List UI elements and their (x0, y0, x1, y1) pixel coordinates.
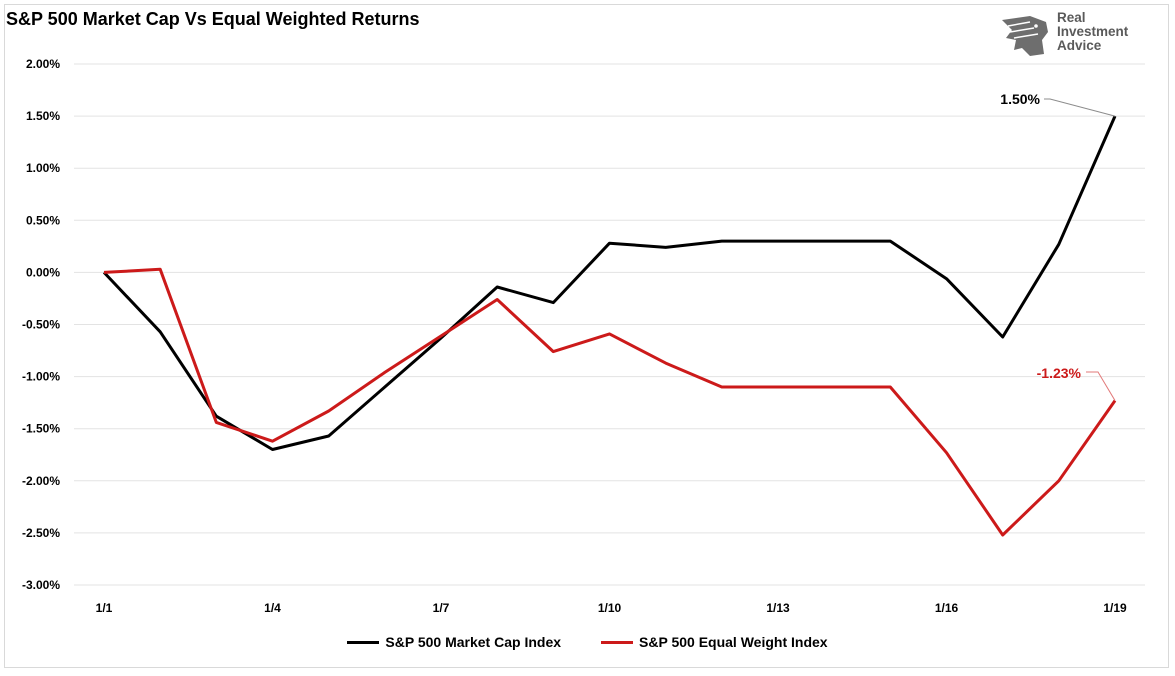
x-tick-label: 1/13 (766, 601, 790, 615)
y-axis-ticks: 2.00% 1.50% 1.00% 0.50% 0.00% -0.50% -1.00% -1.… (22, 57, 60, 592)
end-value-callouts: 1.50% -1.23% (1000, 91, 1116, 401)
logo-line-2: Investment (1057, 24, 1129, 39)
end-label-equal-weight: -1.23% (1037, 365, 1082, 381)
legend-item-market-cap: S&P 500 Market Cap Index (347, 634, 561, 650)
y-tick-label: 0.00% (26, 265, 60, 279)
x-tick-label: 1/1 (96, 601, 113, 615)
y-tick-label: -2.00% (22, 474, 60, 488)
y-tick-label: -2.50% (22, 526, 60, 540)
logo-line-3: Advice (1057, 38, 1102, 53)
logo-text: Real Investment Advice (1057, 11, 1157, 53)
x-tick-label: 1/16 (935, 601, 959, 615)
series-line-market-cap (102, 115, 1117, 451)
y-tick-label: -3.00% (22, 578, 60, 592)
x-axis-ticks: 1/1 1/4 1/7 1/10 1/13 1/16 1/19 (96, 601, 1127, 615)
legend-swatch-market-cap (347, 640, 380, 644)
series-line-equal-weight (103, 267, 1117, 537)
y-tick-label: 1.00% (26, 161, 60, 175)
y-tick-label: 0.50% (26, 213, 60, 227)
x-tick-label: 1/7 (433, 601, 450, 615)
x-tick-label: 1/4 (264, 601, 281, 615)
legend-item-equal-weight: S&P 500 Equal Weight Index (601, 634, 828, 650)
x-tick-label: 1/19 (1103, 601, 1127, 615)
grid-lines (74, 63, 1145, 586)
callout-leader-equal-weight (1086, 371, 1116, 401)
y-tick-label: 2.00% (26, 57, 60, 71)
x-tick-label: 1/10 (598, 601, 622, 615)
y-tick-label: -0.50% (22, 318, 60, 332)
y-tick-label: 1.50% (26, 109, 60, 123)
y-tick-label: -1.00% (22, 370, 60, 384)
legend-swatch-equal-weight (601, 640, 634, 644)
series-lines (102, 115, 1117, 537)
legend-label-market-cap: S&P 500 Market Cap Index (385, 634, 562, 650)
legend-label-equal-weight: S&P 500 Equal Weight Index (639, 634, 828, 650)
line-chart: 2.00% 1.50% 1.00% 0.50% 0.00% -0.50% -1.00% -1.… (22, 57, 1145, 615)
y-tick-label: -1.50% (22, 422, 60, 436)
chart-title: S&P 500 Market Cap Vs Equal Weighted Ret… (6, 9, 420, 29)
logo-line-1: Real (1057, 10, 1086, 25)
end-label-market-cap: 1.50% (1000, 91, 1040, 107)
chart-frame (4, 4, 1169, 668)
callout-leader-market-cap (1044, 98, 1116, 117)
eagle-head-icon (1002, 16, 1048, 56)
legend: S&P 500 Market Cap Index S&P 500 Equal W… (0, 630, 1175, 654)
